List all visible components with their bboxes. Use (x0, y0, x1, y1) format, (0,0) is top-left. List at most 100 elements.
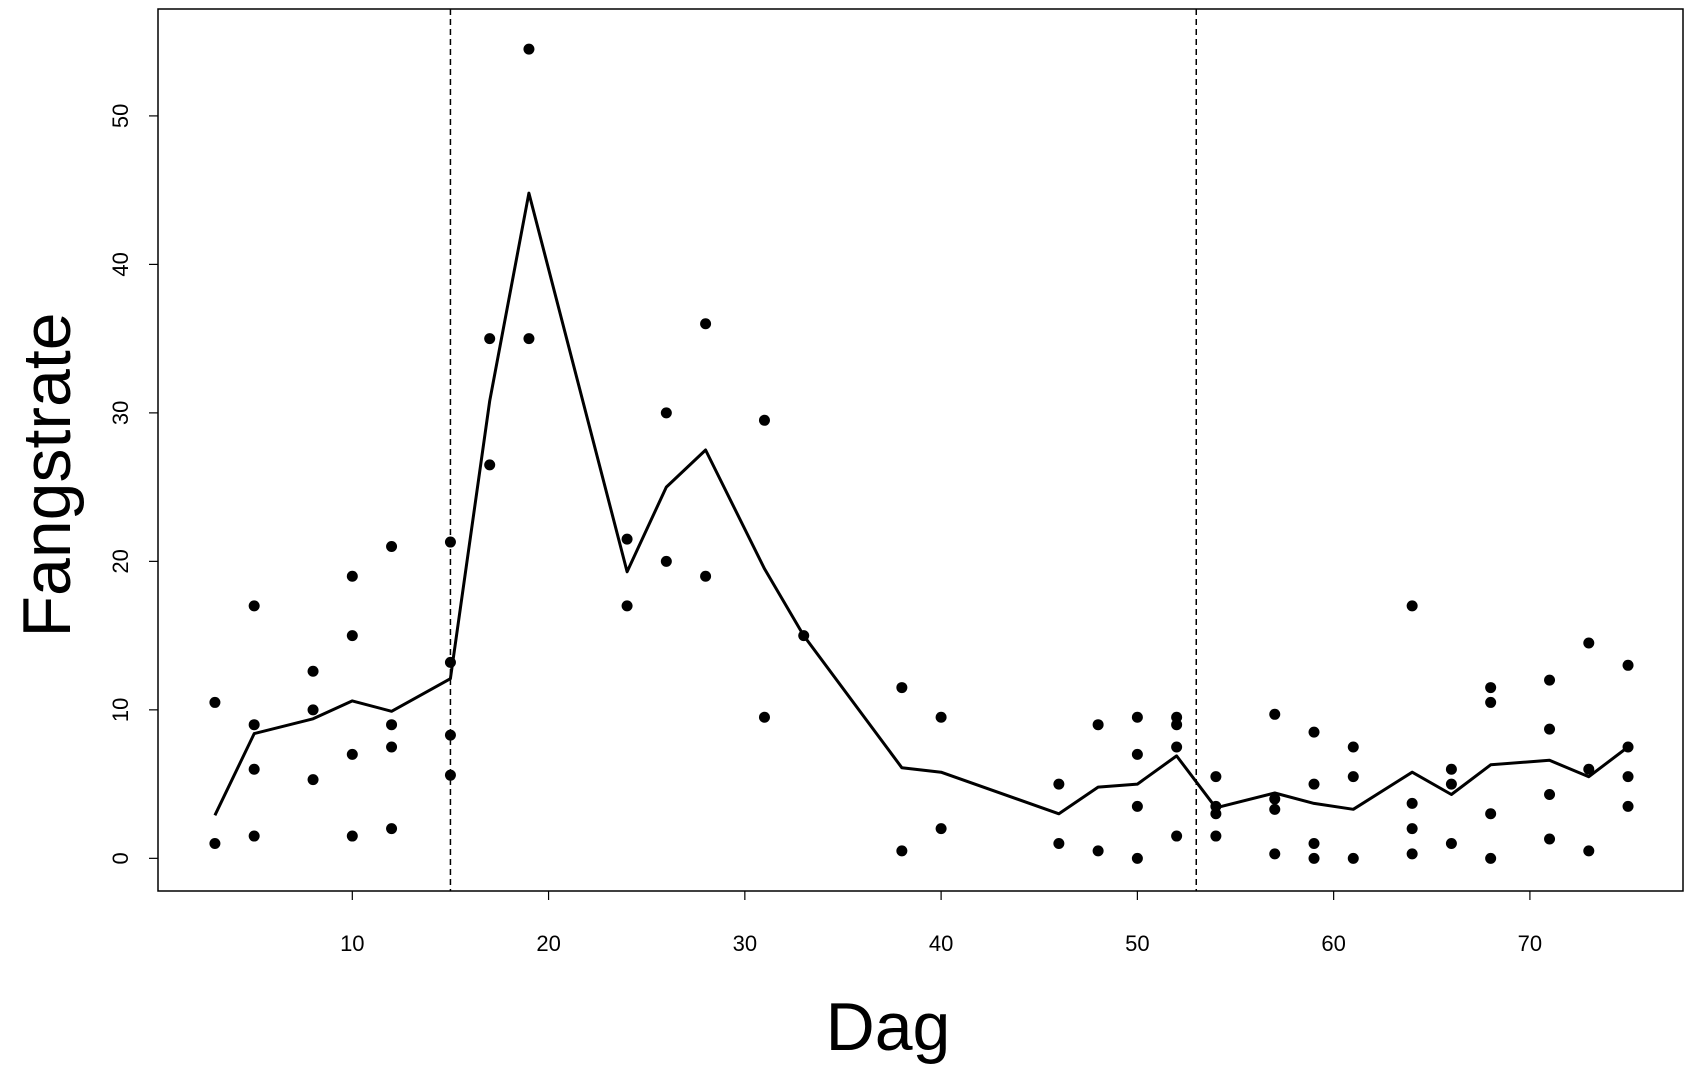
data-point (1622, 659, 1634, 671)
data-point (1544, 674, 1556, 686)
data-point (1210, 771, 1222, 783)
data-point (1544, 788, 1556, 800)
data-point (484, 333, 496, 345)
data-point (1053, 778, 1065, 790)
data-point (307, 665, 319, 677)
data-point (896, 682, 908, 694)
data-point (1210, 808, 1222, 820)
data-point (1406, 848, 1418, 860)
data-point (1622, 771, 1634, 783)
x-axis-label: Dag (826, 989, 951, 1065)
data-point (1445, 837, 1457, 849)
data-point (621, 600, 633, 612)
data-point (1131, 852, 1143, 864)
data-point (1269, 708, 1281, 720)
data-point (1131, 748, 1143, 760)
data-point (1308, 778, 1320, 790)
data-point (1131, 711, 1143, 723)
y-tick-label: 20 (108, 549, 133, 573)
data-point (1583, 637, 1595, 649)
data-point (1308, 837, 1320, 849)
data-point (444, 536, 456, 548)
data-point (1053, 837, 1065, 849)
data-point (1308, 726, 1320, 738)
data-point (1406, 823, 1418, 835)
data-point (700, 318, 712, 330)
data-point (1347, 852, 1359, 864)
data-point (1171, 741, 1183, 753)
data-point (896, 845, 908, 857)
data-point (1544, 833, 1556, 845)
x-tick-label: 60 (1321, 931, 1345, 956)
y-tick-label: 30 (108, 401, 133, 425)
data-point (1347, 741, 1359, 753)
data-point (1485, 682, 1497, 694)
data-point (758, 414, 770, 426)
data-point (209, 837, 221, 849)
data-point (1445, 763, 1457, 775)
data-point (1544, 723, 1556, 735)
mean-line (213, 191, 1629, 816)
data-point (1347, 771, 1359, 783)
x-tick-label: 50 (1125, 931, 1149, 956)
data-point (700, 570, 712, 582)
data-point (1092, 845, 1104, 857)
data-point (1622, 800, 1634, 812)
data-point (444, 769, 456, 781)
data-point (386, 823, 398, 835)
data-point (1583, 845, 1595, 857)
data-point (386, 741, 398, 753)
x-tick-label: 30 (733, 931, 757, 956)
data-point (621, 533, 633, 545)
y-axis-label: Fangstrate (9, 312, 85, 637)
data-point (660, 555, 672, 567)
data-point (248, 600, 260, 612)
data-point (346, 748, 358, 760)
data-point (523, 43, 535, 55)
data-point (346, 630, 358, 642)
data-point (1210, 830, 1222, 842)
data-point (1269, 803, 1281, 815)
x-tick-label: 40 (929, 931, 953, 956)
data-point (1308, 852, 1320, 864)
data-point (935, 823, 947, 835)
data-point (1406, 797, 1418, 809)
data-point (248, 719, 260, 731)
data-point (209, 696, 221, 708)
data-point (1485, 808, 1497, 820)
data-point (386, 719, 398, 731)
data-point (248, 830, 260, 842)
y-tick-label: 50 (108, 104, 133, 128)
x-tick-label: 20 (536, 931, 560, 956)
data-point (1485, 696, 1497, 708)
data-point (307, 774, 319, 786)
data-point (523, 333, 535, 345)
y-tick-label: 10 (108, 698, 133, 722)
data-point (1485, 852, 1497, 864)
data-point (1445, 778, 1457, 790)
data-point (346, 570, 358, 582)
data-point (1269, 848, 1281, 860)
x-tick-label: 70 (1518, 931, 1542, 956)
data-point (1131, 800, 1143, 812)
data-point (484, 459, 496, 471)
data-point (1092, 719, 1104, 731)
data-point (1171, 719, 1183, 731)
y-tick-label: 40 (108, 252, 133, 276)
y-tick-label: 0 (108, 852, 133, 864)
data-point (660, 407, 672, 419)
data-point (1583, 763, 1595, 775)
data-point (346, 830, 358, 842)
data-point (444, 729, 456, 741)
data-point (935, 711, 947, 723)
x-tick-label: 10 (340, 931, 364, 956)
data-point (248, 763, 260, 775)
data-point (758, 711, 770, 723)
data-point (1269, 793, 1281, 805)
data-point (1171, 830, 1183, 842)
plot-frame (157, 8, 1684, 892)
data-point (386, 541, 398, 553)
data-point (307, 704, 319, 716)
